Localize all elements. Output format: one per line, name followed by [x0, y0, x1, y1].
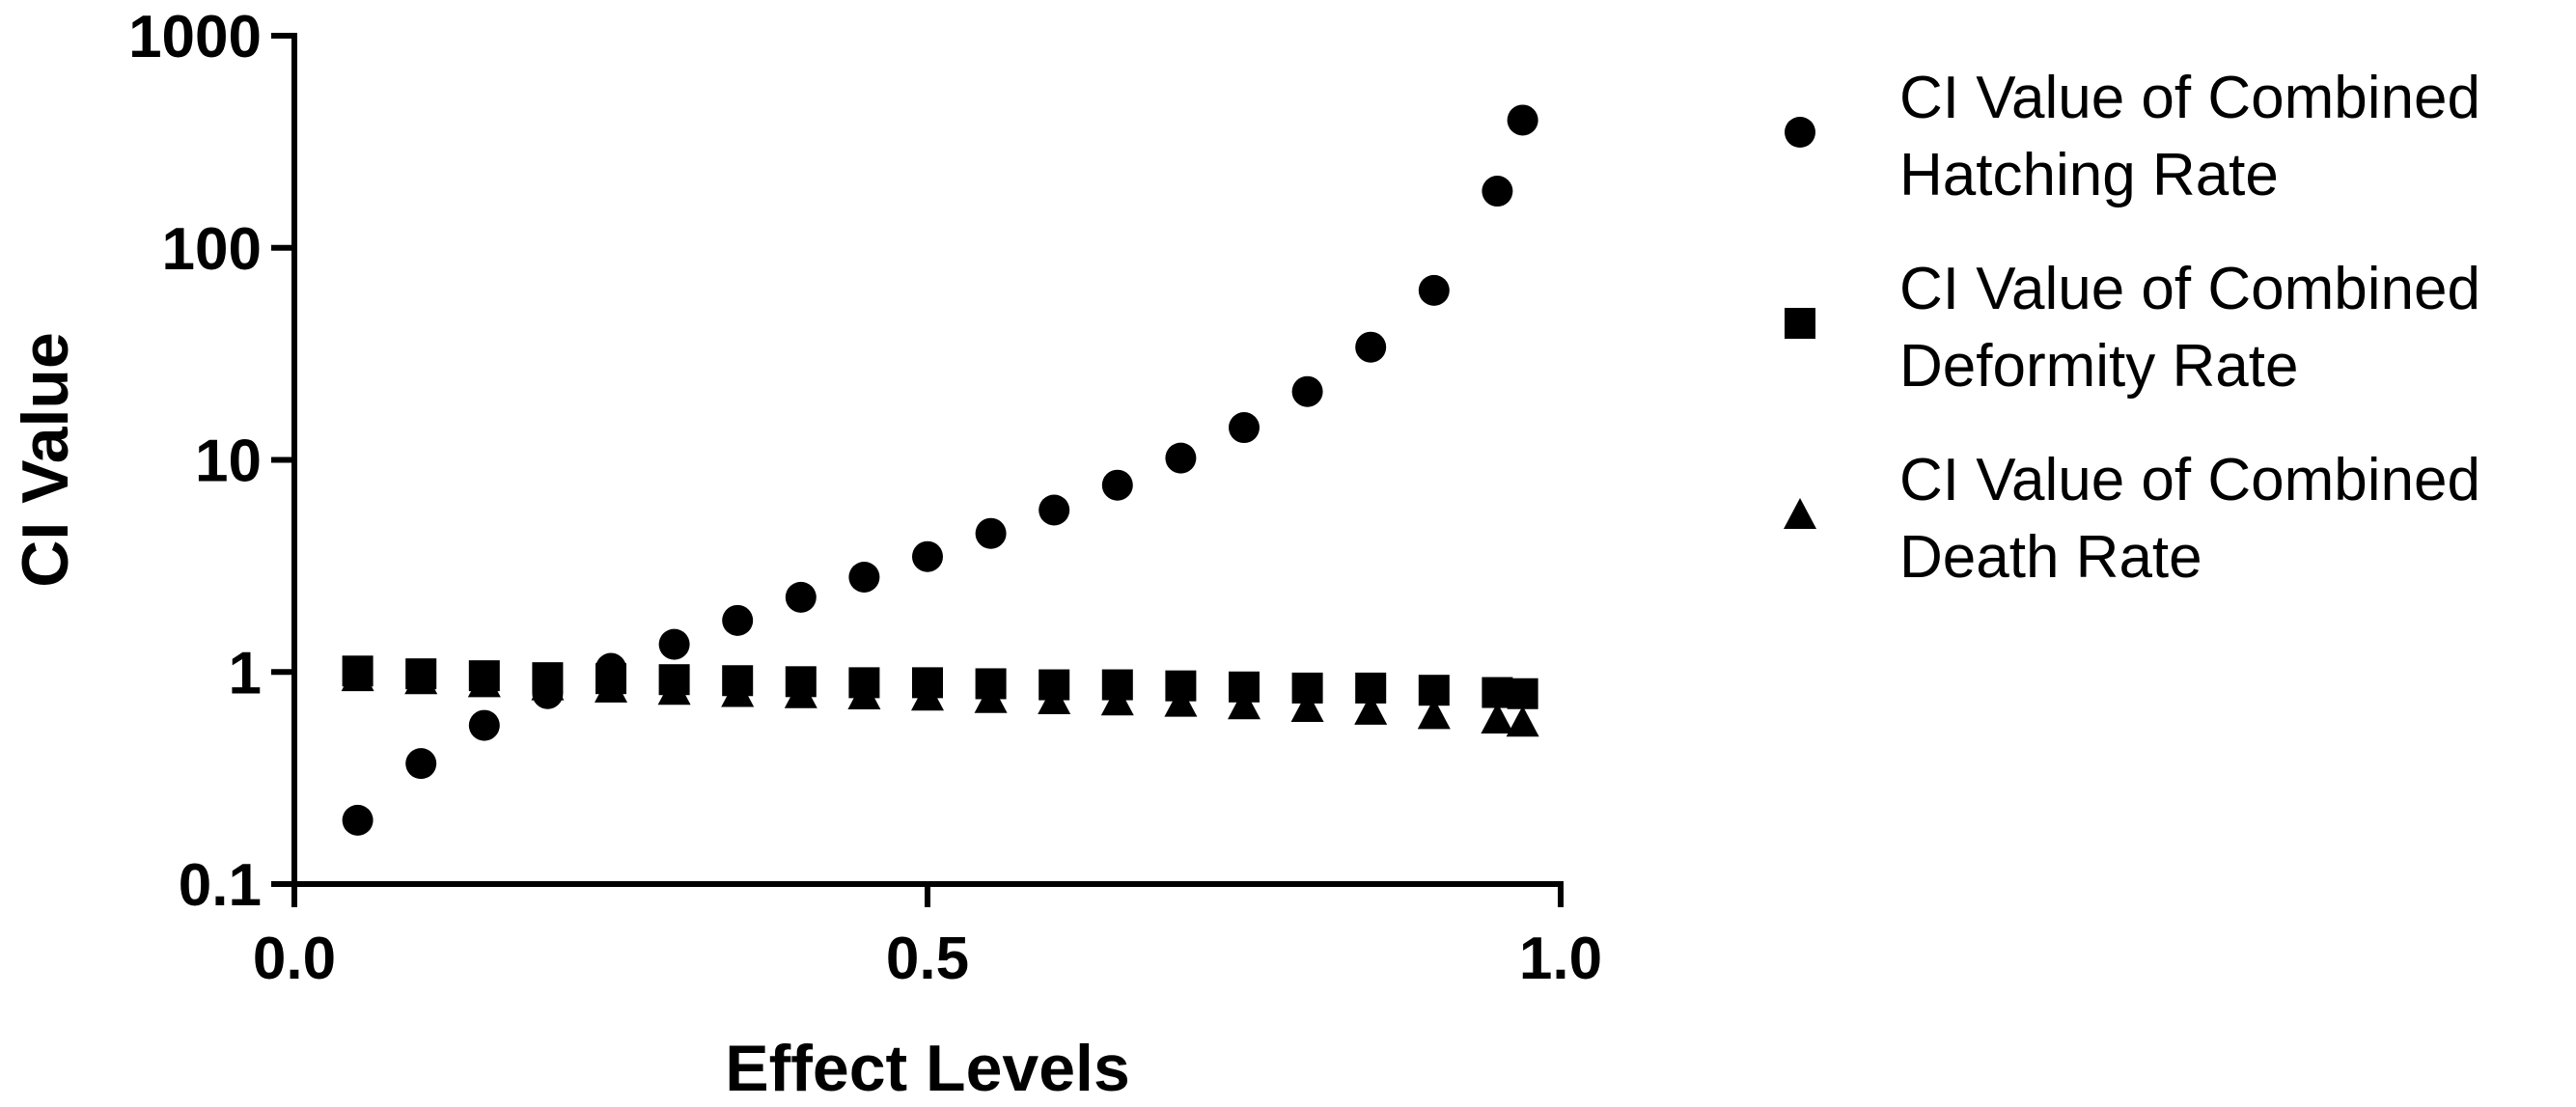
data-point-circle — [532, 678, 564, 709]
y-tick-label: 1000 — [128, 4, 262, 70]
data-point-triangle — [1481, 703, 1514, 734]
x-tick-label: 0.0 — [253, 926, 336, 992]
data-point-square — [975, 668, 1007, 700]
data-point-circle — [975, 517, 1007, 549]
data-point-triangle — [1290, 691, 1324, 723]
series-circle — [342, 104, 1538, 836]
data-point-square — [1101, 669, 1133, 701]
legend-marker-square — [1785, 308, 1815, 339]
data-point-triangle — [1417, 698, 1451, 730]
data-point-triangle — [1228, 688, 1260, 720]
data-point-circle — [1355, 331, 1387, 363]
x-tick-label: 1.0 — [1519, 926, 1602, 992]
data-point-triangle — [1354, 693, 1388, 725]
data-point-square — [405, 658, 437, 690]
data-point-square — [1355, 672, 1387, 704]
data-point-square — [722, 665, 754, 697]
axes: 0.1 1 10 100 1000 0.0 0.5 1.0 Effect Levels CI Va… — [9, 4, 1602, 1105]
legend-marker-triangle — [1784, 498, 1816, 529]
data-point-circle — [785, 581, 817, 613]
y-axis-title: CI Value — [9, 332, 82, 588]
legend-label-line2: Deformity Rate — [1899, 333, 2298, 400]
legend-marker-circle — [1785, 117, 1815, 148]
legend-label-line1: CI Value of Combined — [1899, 65, 2480, 131]
data-point-circle — [1418, 274, 1450, 306]
data-point-circle — [1291, 375, 1323, 407]
data-point-square — [1507, 678, 1538, 709]
legend-item: CI Value of Combined Hatching Rate — [1785, 65, 2480, 208]
data-point-circle — [1229, 412, 1260, 444]
data-point-circle — [342, 804, 374, 836]
legend-label-line2: Death Rate — [1899, 524, 2202, 591]
x-tick-label: 0.5 — [886, 926, 969, 992]
data-point-circle — [1482, 176, 1513, 208]
data-point-square — [912, 667, 943, 699]
legend-item: CI Value of Combined Deformity Rate — [1785, 256, 2480, 400]
data-point-square — [848, 667, 880, 699]
data-point-circle — [722, 604, 754, 636]
legend-label-line1: CI Value of Combined — [1899, 256, 2480, 322]
data-point-circle — [596, 652, 626, 684]
data-point-square — [658, 664, 690, 696]
data-point-circle — [912, 540, 943, 572]
data-point-triangle — [1506, 706, 1539, 737]
y-tick-label: 10 — [195, 429, 262, 495]
data-point-square — [1418, 675, 1450, 706]
y-tick-label: 0.1 — [179, 852, 262, 919]
data-point-square — [468, 660, 500, 692]
data-point-square — [1291, 672, 1323, 704]
data-point-circle — [848, 561, 880, 593]
data-point-circle — [1101, 469, 1133, 501]
legend-label-line1: CI Value of Combined — [1899, 447, 2480, 513]
legend-item: CI Value of Combined Death Rate — [1784, 447, 2480, 591]
x-axis-title: Effect Levels — [725, 1032, 1130, 1105]
data-point-square — [342, 655, 374, 687]
data-point-circle — [1039, 494, 1070, 526]
data-point-square — [1165, 670, 1197, 702]
data-point-circle — [1507, 104, 1538, 136]
data-point-circle — [658, 628, 690, 660]
data-point-circle — [405, 748, 437, 780]
data-marks — [341, 104, 1539, 836]
data-point-circle — [1165, 442, 1197, 474]
data-point-square — [785, 666, 817, 698]
data-point-circle — [468, 709, 500, 741]
data-point-square — [1229, 671, 1260, 703]
y-tick-label: 1 — [229, 640, 262, 706]
series-square — [342, 655, 1538, 709]
legend-label-line2: Hatching Rate — [1899, 142, 2279, 208]
data-point-square — [1039, 669, 1070, 701]
y-tick-label: 100 — [162, 216, 262, 283]
